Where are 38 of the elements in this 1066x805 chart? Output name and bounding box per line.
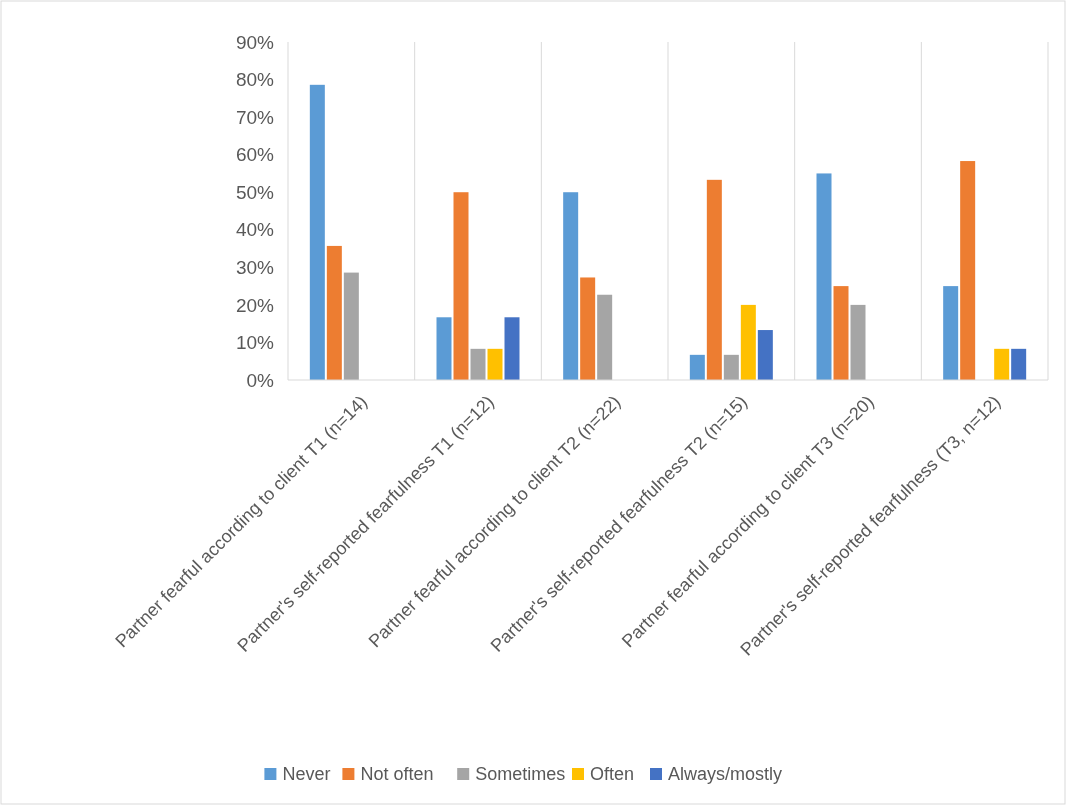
bar <box>580 277 596 380</box>
bar <box>343 272 359 380</box>
y-tick-label: 10% <box>235 332 275 354</box>
legend-label: Sometimes <box>475 764 566 785</box>
bar <box>850 304 866 380</box>
y-tick-label: 60% <box>235 144 275 166</box>
bar <box>689 354 705 380</box>
bar <box>723 354 739 380</box>
legend-label: Never <box>282 764 331 785</box>
bar <box>326 245 342 380</box>
y-tick-label: 50% <box>235 181 275 203</box>
bar <box>960 161 976 380</box>
bar <box>309 84 325 380</box>
bar <box>1011 348 1027 380</box>
bar <box>833 286 849 380</box>
legend-label: Not often <box>360 764 434 785</box>
bar <box>436 317 452 380</box>
y-tick-label: 0% <box>246 369 275 391</box>
bar <box>740 304 756 380</box>
bar <box>487 348 503 380</box>
y-tick-label: 30% <box>235 256 275 278</box>
bar <box>563 192 579 380</box>
bar <box>816 173 832 380</box>
legend-label: Often <box>590 764 635 785</box>
bar <box>994 348 1010 380</box>
y-tick-label: 90% <box>235 31 275 53</box>
y-tick-label: 70% <box>235 106 275 128</box>
legend-label: Always/mostly <box>668 764 783 785</box>
y-tick-label: 40% <box>235 219 275 241</box>
y-tick-label: 20% <box>235 294 275 316</box>
bar <box>470 348 486 380</box>
bar <box>453 192 469 380</box>
bar <box>943 286 959 380</box>
bar <box>597 294 613 380</box>
bar <box>504 317 520 380</box>
bar <box>757 330 773 380</box>
y-tick-label: 80% <box>235 69 275 91</box>
bar <box>706 179 722 380</box>
